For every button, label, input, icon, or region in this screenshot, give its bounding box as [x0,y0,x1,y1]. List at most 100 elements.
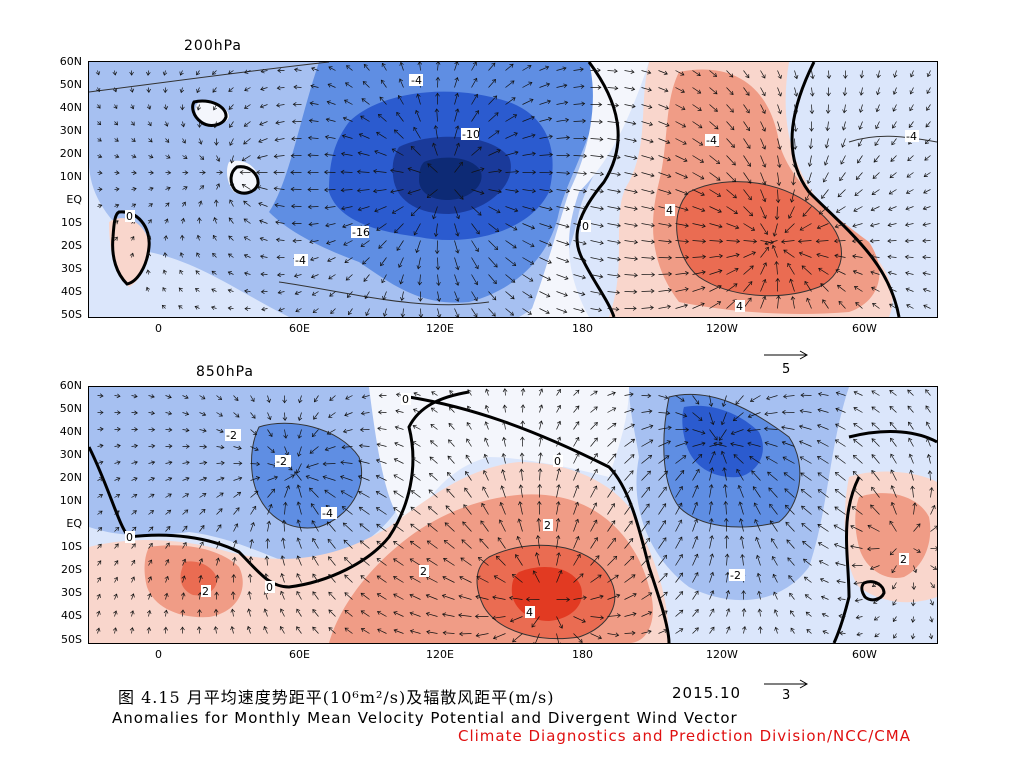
wind-vector-head [628,503,633,508]
wind-vector [675,304,688,309]
wind-vector-head [873,616,879,621]
wind-vector [725,501,727,515]
wind-vector-head [889,421,894,427]
wind-vector-head [762,295,767,300]
wind-vector [789,592,795,600]
lat-label: 20S [61,239,82,252]
wind-vector-head [165,202,170,207]
wind-vector-head [246,625,252,631]
wind-vector [775,627,778,634]
wind-vector-head [723,483,728,488]
wind-vector [658,573,668,583]
wind-vector-head [293,273,299,278]
wind-vector [432,206,438,219]
wind-vector [607,423,617,430]
wind-vector-head [667,425,672,431]
wind-vector-head [345,276,350,281]
wind-vector [794,138,796,150]
wind-vector-head [804,594,809,599]
wind-vector [502,453,506,464]
wind-vector-head [776,181,782,187]
wind-vector [590,519,598,532]
wind-vector [877,87,880,95]
wind-vector-head [307,152,312,158]
wind-vector-head [650,173,655,178]
wind-vector [165,477,172,481]
wind-vector [607,556,617,566]
wind-vector-head [593,502,598,507]
wind-vector-head [782,394,787,399]
wind-vector [373,170,387,173]
wind-vector-head [327,257,332,263]
wind-vector-head [474,614,479,619]
wind-vector [199,509,206,515]
wind-vector [328,66,336,71]
wind-vector-head [599,594,604,600]
wind-vector [573,172,587,175]
wind-vector [911,486,914,498]
wind-vector [261,308,268,310]
wind-vector-head [821,194,826,199]
wind-vector-head [458,594,463,599]
wind-vector [325,446,336,451]
wind-vector-head [259,236,264,242]
wind-vector [417,257,421,269]
wind-vector-head [340,460,345,465]
wind-vector-head [196,106,202,111]
wind-vector-head [912,502,917,507]
wind-vector-head [907,405,912,410]
wind-vector-head [163,89,168,94]
wind-vector [312,609,319,617]
wind-vector [801,265,812,275]
wind-vector [675,87,685,93]
wind-vector-head [556,420,562,425]
wind-vector [427,163,438,173]
wind-vector-head [633,223,638,228]
wind-vector-head [730,143,735,148]
wind-vector-head [613,68,618,74]
wind-vector [726,240,740,242]
contour-labels-850hpa: -2 -2 0 -4 0 2 2 4 0 -2 2 0 2 [125,393,909,619]
wind-vector [743,70,750,78]
wind-vector-head [842,109,847,114]
wind-vector [344,574,353,583]
wind-vector-head [611,486,616,491]
wind-vector-head [501,469,506,474]
wind-vector-head [325,222,330,228]
wind-vector-head [267,416,272,421]
wind-vector [607,308,619,310]
wind-vector-head [581,101,586,107]
wind-vector [471,62,477,71]
wind-vector [675,572,683,583]
wind-vector-head [826,92,831,97]
wind-vector-head [731,161,736,166]
wind-vector-head [698,141,704,146]
wind-vector-head [309,239,314,244]
wind-vector [454,223,459,237]
wind-vector-head [646,486,650,491]
wind-vector-head [391,148,396,153]
wind-vector [731,429,744,435]
wind-vector [923,288,931,292]
wind-vector-head [259,121,264,126]
reference-vector-arrow-200hpa [764,350,809,360]
wind-vector-head [629,392,634,397]
wind-vector-head [871,422,876,427]
wind-vector-head [502,388,508,393]
wind-vector-head [575,436,580,442]
wind-vector-head [356,188,361,193]
wind-vector [459,633,472,635]
wind-vector-head [381,279,386,284]
wind-vector-head [835,269,840,274]
wind-vector-head [764,240,769,246]
wind-vector-head [909,73,915,78]
wind-vector-head [556,436,562,441]
wind-vector-head [850,544,855,549]
wind-vector [147,70,149,76]
wind-vector [327,257,336,262]
wind-vector [905,288,914,292]
wind-vector [726,121,735,131]
wind-vector-head [180,626,185,631]
wind-vector-head [710,626,715,631]
wind-vector [505,171,519,173]
